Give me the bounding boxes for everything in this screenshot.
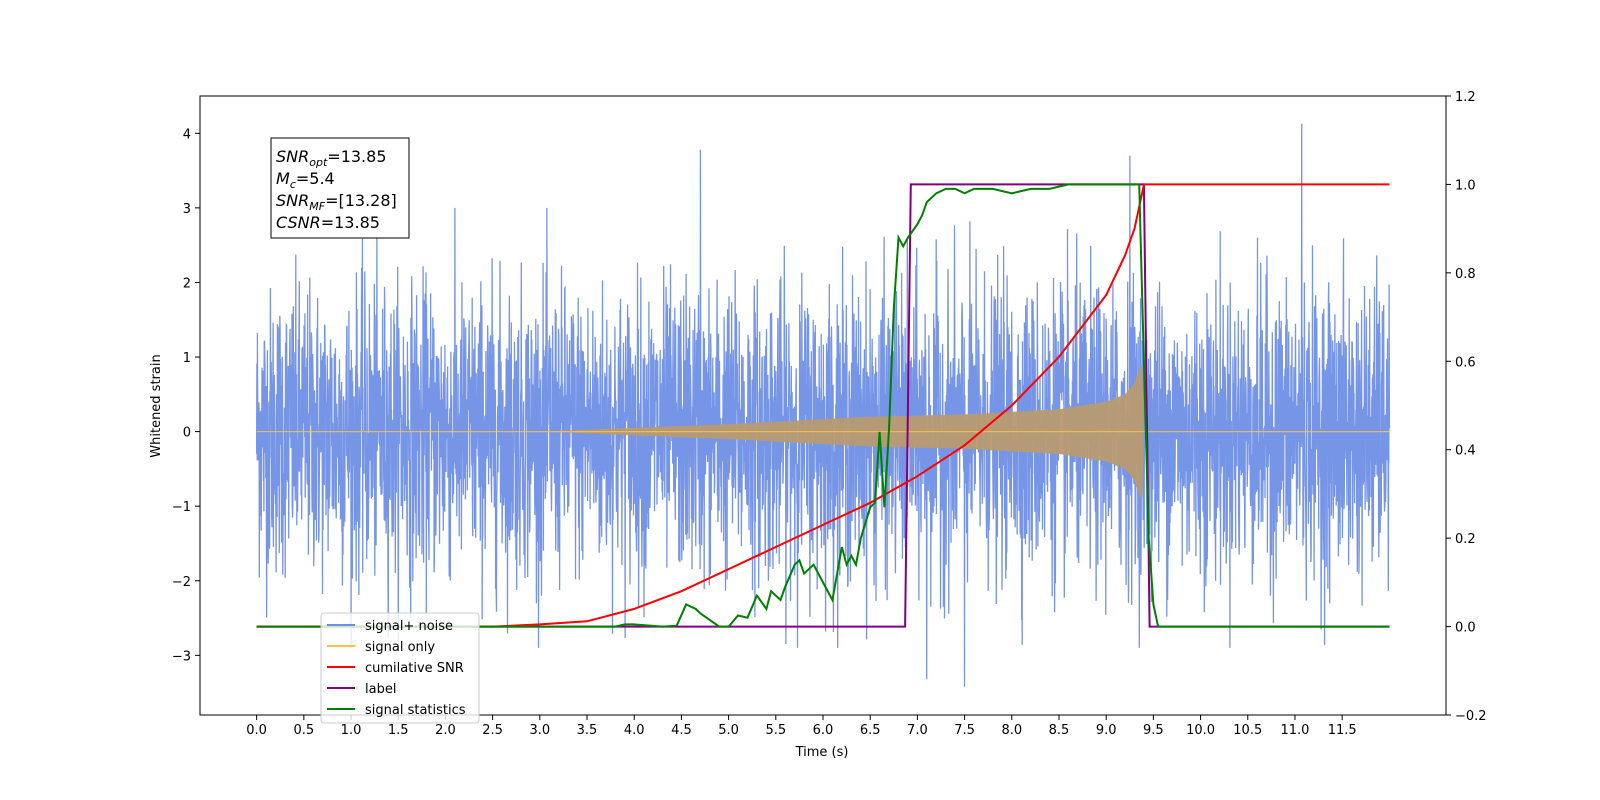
x-tick-label: 6.5 [860, 723, 881, 738]
x-tick-label: 8.5 [1049, 723, 1070, 738]
x-axis: 0.0 0.5 1.0 1.5 2.0 2.5 3.0 3.5 4.0 4.5 5.0 5.5 6.0 6… [246, 715, 1357, 738]
x-tick-label: 0.5 [293, 723, 314, 738]
x-tick-label: 7.5 [954, 723, 975, 738]
y-left-tick-label: −2 [172, 575, 191, 590]
y-axis-right: 1.2 1.0 0.8 0.6 0.4 0.2 0.0 −0.2 [1446, 90, 1487, 724]
y-right-tick-label: 0.4 [1455, 444, 1476, 459]
y-right-tick-label: 1.0 [1455, 178, 1476, 193]
series-signal-statistics [256, 183, 1390, 628]
annotation-line: SNRMF=[13.28] [276, 191, 397, 213]
x-tick-label: 3.5 [577, 723, 598, 738]
x-axis-label: Time (s) [795, 745, 849, 760]
y-left-tick-label: −3 [172, 649, 191, 664]
y-axis-label-left: Whitened strain [149, 354, 164, 457]
x-tick-label: 5.0 [718, 723, 739, 738]
x-tick-label: 3.0 [529, 723, 550, 738]
y-left-tick-label: 3 [183, 202, 191, 217]
y-right-tick-label: 0.6 [1455, 355, 1476, 370]
legend-label: signal statistics [365, 703, 466, 718]
y-right-tick-label: 0.8 [1455, 267, 1476, 282]
series-layer [255, 123, 1391, 687]
series-cumulative-snr [256, 183, 1390, 628]
plot-area [255, 123, 1391, 687]
legend-label: signal only [365, 640, 435, 655]
y-right-tick-label: 0.0 [1455, 621, 1476, 636]
series-signal-noise [255, 123, 1391, 687]
x-tick-label: 2.5 [482, 723, 503, 738]
x-tick-label: 10.0 [1186, 723, 1215, 738]
annotation-line: SNRopt=13.85 [276, 147, 387, 169]
x-tick-label: 9.0 [1096, 723, 1117, 738]
y-left-tick-label: 1 [183, 351, 191, 366]
legend-label: label [365, 682, 396, 697]
y-axis-left: 4 3 2 1 0 −1 −2 −3 [172, 127, 200, 664]
y-left-tick-label: 0 [183, 426, 191, 441]
annotation-line: Mc=5.4 [276, 169, 335, 191]
x-tick-label: 6.0 [813, 723, 834, 738]
x-tick-label: 1.0 [341, 723, 362, 738]
x-tick-label: 10.5 [1233, 723, 1262, 738]
x-tick-label: 0.0 [246, 723, 267, 738]
x-tick-label: 4.5 [671, 723, 692, 738]
annotation-line: CSNR=13.85 [276, 213, 380, 232]
y-right-tick-label: 1.2 [1455, 90, 1476, 105]
y-right-tick-label: 0.2 [1455, 532, 1476, 547]
x-tick-label: 11.0 [1280, 723, 1309, 738]
x-tick-label: 2.0 [435, 723, 456, 738]
x-tick-label: 7.0 [907, 723, 928, 738]
y-left-tick-label: −1 [172, 500, 191, 515]
legend-label: cumilative SNR [365, 661, 464, 676]
x-tick-label: 8.0 [1001, 723, 1022, 738]
x-tick-label: 5.5 [765, 723, 786, 738]
annotation-box: SNRopt=13.85Mc=5.4SNRMF=[13.28]CSNR=13.8… [270, 137, 410, 239]
legend: signal+ noise signal only cumilative SNR la… [320, 612, 480, 724]
y-right-tick-label: −0.2 [1455, 709, 1487, 724]
x-tick-label: 4.0 [624, 723, 645, 738]
x-tick-label: 9.5 [1143, 723, 1164, 738]
x-tick-label: 11.5 [1328, 723, 1357, 738]
y-left-tick-label: 2 [183, 276, 191, 291]
y-left-tick-label: 4 [183, 127, 191, 142]
x-tick-label: 1.5 [388, 723, 409, 738]
legend-label: signal+ noise [365, 619, 453, 634]
